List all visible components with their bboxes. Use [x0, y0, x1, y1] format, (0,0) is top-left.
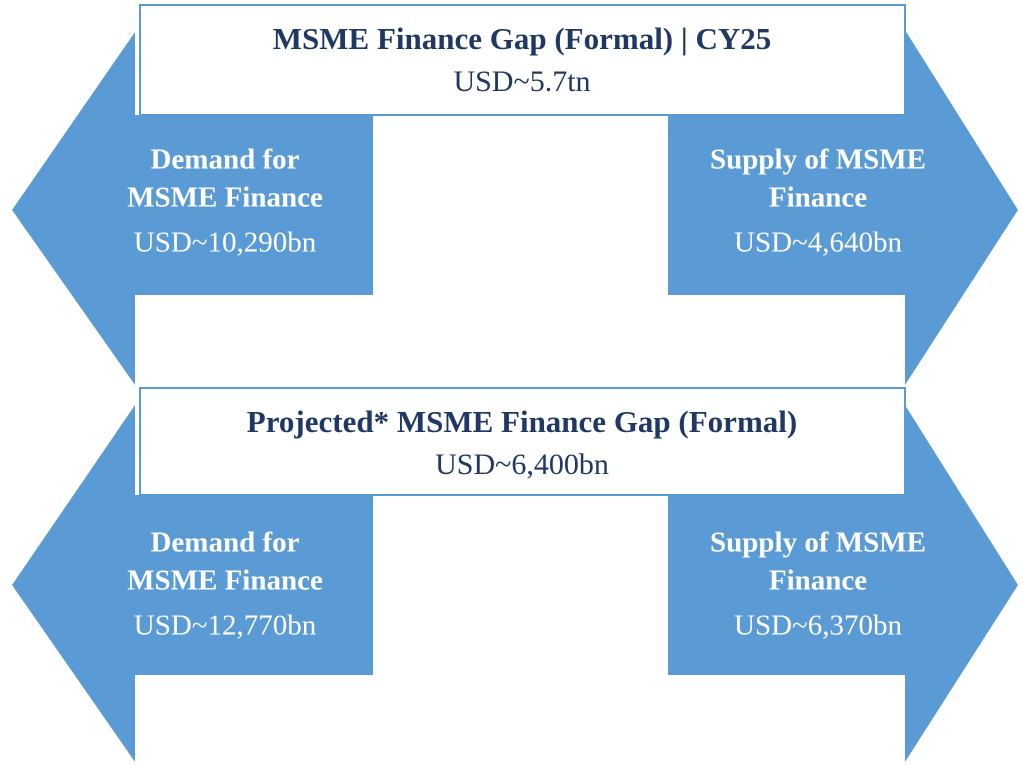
- panel-title: MSME Finance Gap (Formal) | CY25: [273, 21, 771, 56]
- demand-label: Demand for: [150, 144, 299, 176]
- supply-value: USD~6,370bn: [734, 610, 902, 642]
- demand-label: Demand for: [150, 527, 299, 559]
- supply-label: Supply of MSME: [710, 527, 926, 559]
- panel-value: USD~5.7tn: [453, 65, 590, 98]
- title-box: [139, 387, 906, 496]
- title-box: [139, 4, 906, 116]
- supply-label: Finance: [769, 182, 867, 214]
- supply-arrow: [668, 405, 1018, 762]
- supply-arrow: [668, 30, 1018, 385]
- demand-value: USD~10,290bn: [134, 227, 317, 259]
- demand-arrow: [12, 405, 373, 762]
- demand-value: USD~12,770bn: [134, 610, 317, 642]
- panel-title: Projected* MSME Finance Gap (Formal): [247, 404, 797, 439]
- supply-label: Supply of MSME: [710, 144, 926, 176]
- demand-arrow: [12, 32, 373, 385]
- panel: Projected* MSME Finance Gap (Formal) USD…: [12, 387, 1018, 762]
- supply-value: USD~4,640bn: [734, 227, 902, 259]
- panel: MSME Finance Gap (Formal) | CY25 USD~5.7…: [12, 4, 1018, 385]
- supply-label: Finance: [769, 565, 867, 597]
- demand-label: MSME Finance: [127, 565, 323, 597]
- panel-value: USD~6,400bn: [435, 448, 609, 481]
- demand-label: MSME Finance: [127, 182, 323, 214]
